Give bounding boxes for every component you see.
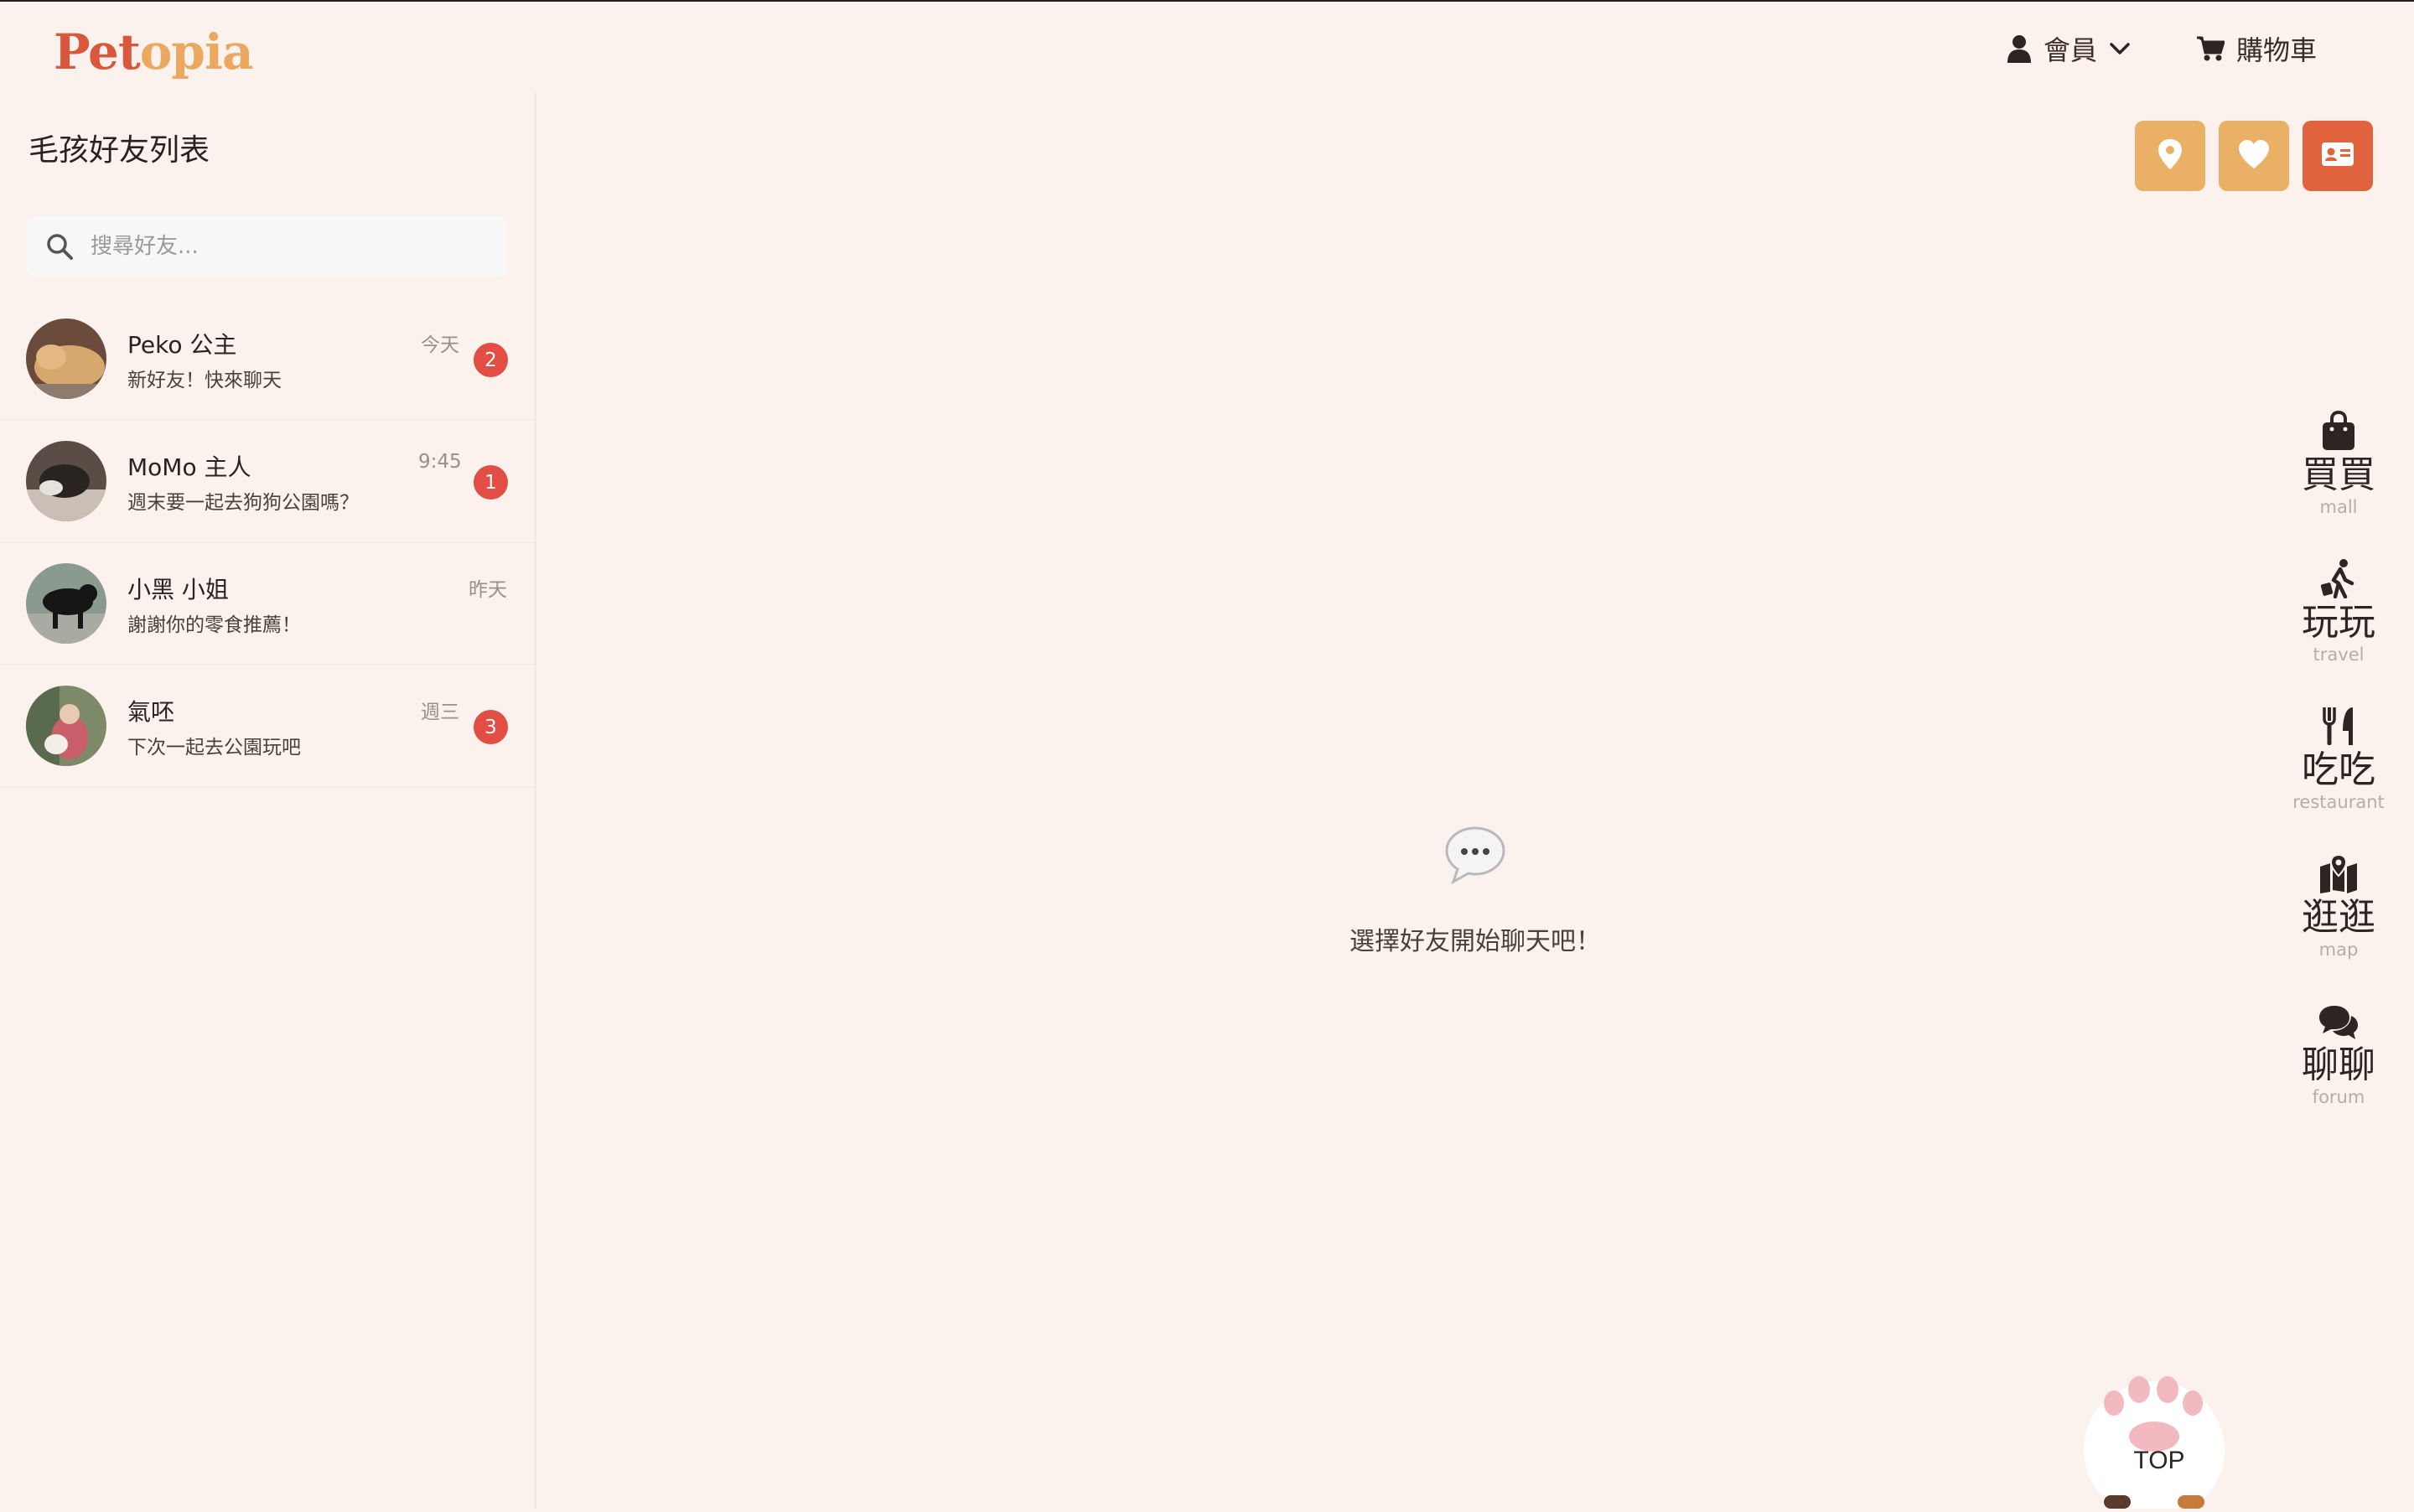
map-icon <box>2318 845 2359 893</box>
nav-travel-sublabel: travel <box>2313 645 2365 665</box>
header: Petopia 會員 購物車 <box>0 2 2414 92</box>
nav-mall[interactable]: 買買 mall <box>2280 402 2397 550</box>
search-box[interactable] <box>27 216 508 277</box>
avatar <box>26 686 106 766</box>
location-pin-icon <box>2158 138 2183 173</box>
cart-link[interactable]: 購物車 <box>2196 27 2317 70</box>
nav-restaurant-label: 吃吃 <box>2302 748 2375 791</box>
search-input[interactable] <box>91 234 493 259</box>
friend-list: Peko 公主 新好友！快來聊天 今天 2 MoMo 主人 週末要一起去狗狗公園… <box>0 298 535 788</box>
quick-action-buttons <box>2135 121 2373 191</box>
logo-part-1: Pet <box>54 23 141 80</box>
friend-last-message: 下次一起去公園玩吧 <box>127 737 301 759</box>
user-icon <box>2007 34 2032 63</box>
friend-time: 9:45 <box>418 451 462 473</box>
friend-name: 氣呸 <box>127 698 175 726</box>
friend-name: MoMo 主人 <box>127 453 251 481</box>
logo-part-2: opia <box>139 23 254 80</box>
friend-item[interactable]: Peko 公主 新好友！快來聊天 今天 2 <box>0 298 535 421</box>
friend-name: Peko 公主 <box>127 331 237 359</box>
chat-icon <box>2318 992 2360 1041</box>
friend-last-message: 週末要一起去狗狗公園嗎？ <box>127 492 359 514</box>
top-border <box>0 0 2414 2</box>
nav-travel-label: 玩玩 <box>2302 601 2375 644</box>
empty-chat-message: 選擇好友開始聊天吧！ <box>1349 927 1601 956</box>
nav-forum-sublabel: forum <box>2312 1087 2365 1107</box>
utensils-icon <box>2321 697 2356 746</box>
friend-item[interactable]: MoMo 主人 週末要一起去狗狗公園嗎？ 9:45 1 <box>0 421 535 543</box>
nav-restaurant-sublabel: restaurant <box>2292 792 2385 812</box>
friend-sidebar: 毛孩好友列表 Peko 公主 新好友！快來聊天 今天 2 MoMo 主人 週末要… <box>0 92 536 1509</box>
right-nav: 買買 mall 玩玩 travel 吃吃 restaurant 逛逛 map 聊… <box>2280 402 2397 1140</box>
unread-badge: 3 <box>474 710 508 744</box>
nav-mall-label: 買買 <box>2302 453 2375 496</box>
nav-forum-label: 聊聊 <box>2302 1043 2375 1086</box>
chevron-down-icon <box>2109 41 2131 56</box>
location-button[interactable] <box>2135 121 2205 191</box>
search-icon <box>45 232 74 261</box>
back-to-top-button[interactable]: TOP <box>2079 1370 2230 1512</box>
friend-last-message: 新好友！快來聊天 <box>127 370 282 391</box>
member-label: 會員 <box>2044 34 2098 66</box>
friend-time: 昨天 <box>469 579 507 601</box>
nav-restaurant[interactable]: 吃吃 restaurant <box>2280 697 2397 845</box>
avatar <box>26 318 106 399</box>
unread-badge: 2 <box>474 343 508 377</box>
logo[interactable]: Petopia <box>54 23 254 80</box>
sidebar-title: 毛孩好友列表 <box>28 133 210 168</box>
unread-badge: 1 <box>474 465 508 500</box>
cart-icon <box>2196 35 2225 62</box>
favorite-button[interactable] <box>2219 121 2289 191</box>
friend-time: 週三 <box>421 702 459 723</box>
heart-icon <box>2237 139 2271 173</box>
friend-name: 小黑 小姐 <box>127 576 229 603</box>
member-menu[interactable]: 會員 <box>2007 27 2131 70</box>
friend-item[interactable]: 小黑 小姐 謝謝你的零食推薦！ 昨天 <box>0 543 535 665</box>
nav-forum[interactable]: 聊聊 forum <box>2280 992 2397 1140</box>
friend-item[interactable]: 氣呸 下次一起去公園玩吧 週三 3 <box>0 665 535 788</box>
avatar <box>26 563 106 644</box>
cart-label: 購物車 <box>2236 34 2318 66</box>
nav-map[interactable]: 逛逛 map <box>2280 845 2397 992</box>
top-label: TOP <box>2133 1447 2184 1474</box>
nav-mall-sublabel: mall <box>2319 497 2358 517</box>
profile-card-button[interactable] <box>2303 121 2373 191</box>
nav-map-label: 逛逛 <box>2302 896 2375 939</box>
chat-bubble-icon <box>1443 825 1507 888</box>
avatar <box>26 441 106 521</box>
traveler-icon <box>2320 550 2357 598</box>
id-card-icon <box>2321 142 2354 170</box>
nav-travel[interactable]: 玩玩 travel <box>2280 550 2397 697</box>
friend-last-message: 謝謝你的零食推薦！ <box>127 614 301 636</box>
friend-time: 今天 <box>421 334 459 356</box>
bag-icon <box>2321 402 2356 451</box>
nav-map-sublabel: map <box>2318 940 2359 960</box>
